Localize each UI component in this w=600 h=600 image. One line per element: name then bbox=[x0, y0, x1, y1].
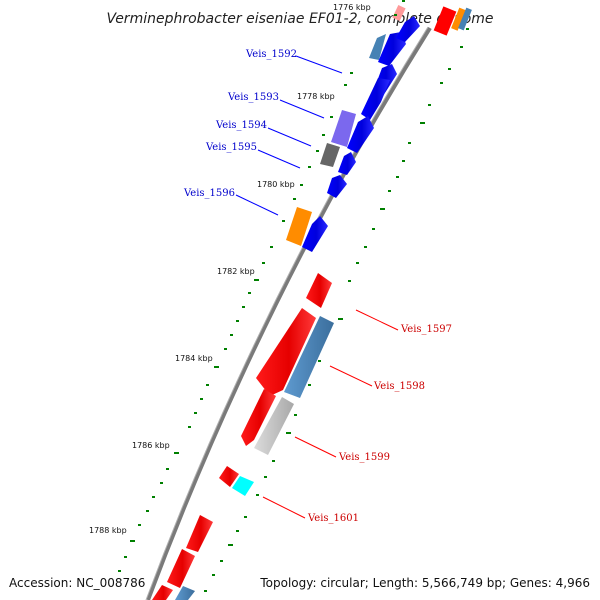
gene-reverse bbox=[186, 515, 213, 552]
gene-steelblue bbox=[175, 586, 195, 600]
gene-forward bbox=[302, 216, 328, 252]
genome-backbone-highlight bbox=[145, 26, 429, 600]
gene-label-veis-1592[interactable]: Veis_1592 bbox=[245, 49, 297, 60]
gene-label-veis-1599[interactable]: Veis_1599 bbox=[338, 452, 390, 463]
gene-reverse bbox=[219, 466, 239, 487]
tick-label-1778: 1778 kbp bbox=[297, 92, 335, 101]
gene-label-veis-1595[interactable]: Veis_1595 bbox=[205, 142, 257, 153]
gene-top-steel bbox=[458, 7, 472, 31]
tick-label-1776: 1776 kbp bbox=[333, 3, 371, 12]
tick-label-1788: 1788 kbp bbox=[89, 526, 127, 535]
tick-label-1786: 1786 kbp bbox=[132, 441, 170, 450]
dotted-track-outer bbox=[204, 28, 469, 592]
gene-forward bbox=[327, 175, 347, 198]
dotted-track-inner bbox=[118, 0, 405, 572]
gene-gray bbox=[320, 143, 340, 167]
tick-label-1784: 1784 kbp bbox=[175, 354, 213, 363]
leader-lines-reverse bbox=[262, 309, 399, 519]
gene-forward bbox=[396, 16, 420, 42]
accession-text: Accession: NC_008786 bbox=[9, 576, 146, 590]
gene-reverse bbox=[256, 308, 316, 396]
gene-top-red bbox=[433, 6, 457, 36]
leader-lines-forward bbox=[235, 55, 343, 216]
gene-reverse bbox=[152, 585, 173, 600]
gene-orange bbox=[286, 207, 312, 246]
gene-steelblue bbox=[284, 316, 334, 398]
topology-text: Topology: circular; Length: 5,566,749 bp… bbox=[260, 576, 590, 590]
gene-reverse bbox=[241, 389, 276, 446]
gene-reverse bbox=[167, 549, 195, 588]
gene-silver bbox=[254, 397, 294, 455]
genome-backbone bbox=[146, 26, 432, 600]
gene-label-veis-1601[interactable]: Veis_1601 bbox=[307, 513, 359, 524]
gene-label-veis-1597[interactable]: Veis_1597 bbox=[400, 324, 452, 335]
map-title: Verminephrobacter eiseniae EF01-2, compl… bbox=[106, 11, 493, 27]
gene-reverse bbox=[306, 273, 332, 308]
gene-forward bbox=[361, 78, 390, 120]
gene-label-veis-1596[interactable]: Veis_1596 bbox=[183, 188, 235, 199]
gene-forward bbox=[338, 152, 356, 175]
gene-label-veis-1598[interactable]: Veis_1598 bbox=[373, 381, 425, 392]
gene-slateblue bbox=[331, 110, 356, 147]
gene-cyan bbox=[232, 476, 254, 496]
gene-forward bbox=[347, 116, 374, 153]
gene-forward bbox=[378, 32, 406, 66]
gene-label-veis-1593[interactable]: Veis_1593 bbox=[227, 92, 279, 103]
tick-label-1780: 1780 kbp bbox=[257, 180, 295, 189]
gene-top-orange bbox=[451, 7, 466, 31]
gene-label-veis-1594[interactable]: Veis_1594 bbox=[215, 120, 267, 131]
gene-top-pink bbox=[392, 4, 406, 22]
tick-label-1782: 1782 kbp bbox=[217, 267, 255, 276]
gene-forward bbox=[369, 34, 386, 60]
